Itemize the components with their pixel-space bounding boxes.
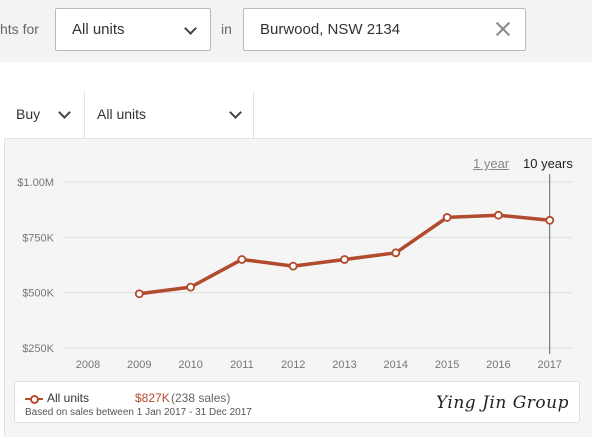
chart-grid	[64, 181, 572, 349]
legend-marker-icon	[25, 394, 43, 404]
y-tick-label: $750K	[22, 232, 54, 244]
chevron-down-icon	[58, 106, 71, 119]
legend-median-price: $827K	[135, 391, 170, 405]
x-tick-label: 2015	[435, 359, 459, 371]
x-tick-label: 2010	[178, 359, 202, 371]
property-type-select[interactable]: All units	[55, 8, 211, 51]
watermark: Ying Jin Group	[436, 393, 569, 413]
unit-type-value: All units	[97, 106, 147, 122]
legend-note: Based on sales between 1 Jan 2017 - 31 D…	[25, 407, 252, 418]
x-tick-label: 2013	[332, 359, 356, 371]
chart-legend: All units $827K (238 sales) Based on sal…	[14, 381, 580, 423]
x-tick-label: 2016	[486, 359, 510, 371]
x-tick-label: 2017	[537, 359, 561, 371]
data-point	[442, 213, 452, 222]
x-tick-label: 2012	[281, 359, 305, 371]
unit-type-select[interactable]: All units	[85, 92, 254, 138]
property-type-value: All units	[72, 21, 125, 38]
range-1-year[interactable]: 1 year	[473, 156, 510, 171]
in-label: in	[221, 21, 232, 37]
x-tick-label: 2008	[76, 359, 100, 371]
chevron-down-icon	[184, 22, 197, 35]
x-tick-label: 2011	[230, 359, 254, 371]
y-tick-label: $1.00M	[17, 177, 54, 189]
data-point	[493, 210, 503, 220]
y-tick-label: $250K	[22, 343, 54, 355]
search-prefix-label: hts for	[0, 21, 39, 37]
data-point	[340, 255, 349, 264]
data-point	[545, 215, 555, 225]
data-point	[186, 282, 196, 292]
data-point	[134, 289, 144, 299]
data-point	[288, 261, 298, 271]
filter-bar: Buy All units	[4, 92, 592, 139]
buy-rent-select[interactable]: Buy	[4, 92, 85, 138]
location-input[interactable]: Burwood, NSW 2134	[243, 8, 526, 51]
x-axis-ticks: 2008 2009 2010 2011 2012 2013 2014 2015 2016 2017	[76, 359, 562, 371]
range-10-years[interactable]: 10 years	[523, 156, 573, 171]
price-chart: $1.00M$750K$500K$250K 2008 2009 2010 2011 20…	[17, 174, 572, 371]
clear-icon[interactable]	[493, 19, 513, 39]
y-axis-ticks: $1.00M $750K $500K $250K	[17, 177, 54, 355]
x-tick-label: 2014	[384, 359, 408, 371]
series-points	[134, 210, 555, 299]
data-point	[391, 248, 401, 258]
chevron-down-icon	[229, 106, 242, 119]
location-value: Burwood, NSW 2134	[260, 21, 401, 38]
x-tick-label: 2009	[127, 359, 151, 371]
data-point	[237, 255, 247, 264]
buy-rent-value: Buy	[16, 106, 41, 122]
y-tick-label: $500K	[22, 288, 54, 300]
legend-sales-count: (238 sales)	[171, 391, 231, 405]
series-line-all-units	[139, 213, 550, 296]
legend-series-name: All units	[47, 391, 90, 405]
